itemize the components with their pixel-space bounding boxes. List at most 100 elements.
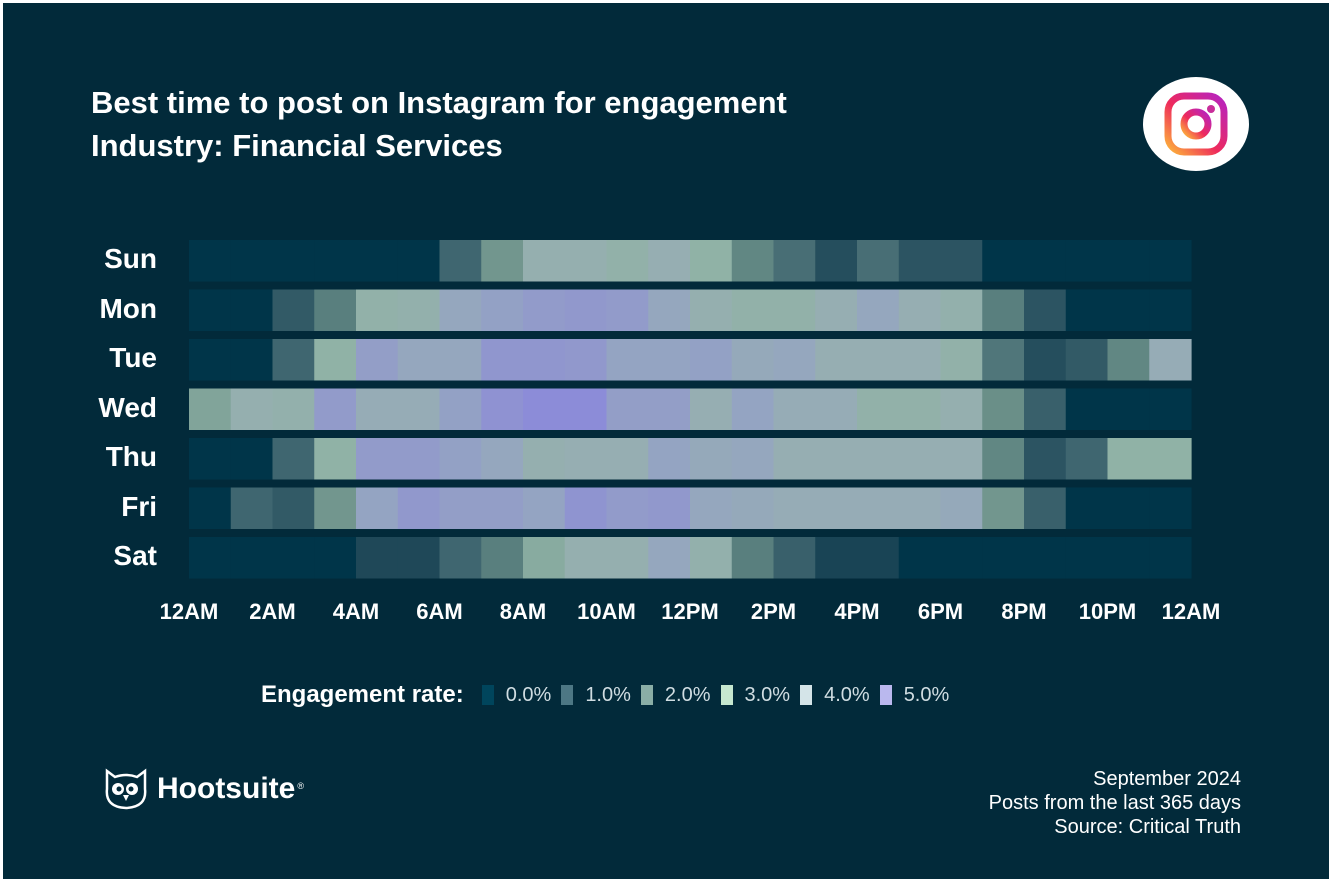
heatmap-cell-fri-4 [356, 487, 399, 529]
heatmap-cell-mon-0 [189, 289, 232, 331]
heatmap-cell-tue-8 [523, 339, 566, 381]
legend-swatch [800, 685, 813, 705]
heatmap-cell-fri-5 [397, 487, 441, 529]
heatmap-cell-wed-13 [731, 388, 775, 430]
heatmap-cell-tue-10 [606, 339, 649, 381]
heatmap-cell-sat-16 [857, 537, 900, 579]
heatmap-cell-mon-7 [481, 289, 524, 331]
heatmap-cell-tue-13 [731, 339, 775, 381]
heatmap-cell-mon-17 [898, 289, 942, 331]
heatmap-cell-mon-13 [731, 289, 775, 331]
heatmap-cell-thu-19 [982, 438, 1025, 480]
heatmap-cell-sat-7 [481, 537, 524, 579]
heatmap-cell-fri-12 [690, 487, 733, 529]
heatmap-cell-sat-2 [272, 537, 315, 579]
heatmap-cell-wed-5 [397, 388, 441, 430]
x-tick-label: 4AM [332, 599, 380, 624]
heatmap-cell-tue-3 [314, 339, 357, 381]
heatmap-cell-sun-11 [648, 240, 691, 282]
heatmap-cell-mon-2 [272, 289, 315, 331]
heatmap-cell-fri-23 [1149, 487, 1192, 529]
heatmap-cell-fri-1 [230, 487, 274, 529]
heatmap-cell-wed-21 [1065, 388, 1109, 430]
heatmap-cell-tue-4 [356, 339, 399, 381]
heatmap-cell-thu-15 [815, 438, 858, 480]
heatmap-cell-sat-9 [564, 537, 608, 579]
heatmap-cell-fri-14 [773, 487, 816, 529]
row-label-tue: Tue [109, 342, 157, 373]
heatmap-cell-thu-0 [189, 438, 232, 480]
heatmap-cell-thu-7 [481, 438, 524, 480]
heatmap-cell-mon-19 [982, 289, 1025, 331]
heatmap-cell-thu-20 [1024, 438, 1067, 480]
heatmap-cell-sun-12 [690, 240, 733, 282]
heatmap-cell-tue-12 [690, 339, 733, 381]
footer-period: Posts from the last 365 days [988, 792, 1241, 814]
legend-swatch [720, 685, 733, 705]
footer-date: September 2024 [1093, 768, 1241, 790]
heatmap-cell-thu-14 [773, 438, 816, 480]
heatmap-cell-tue-5 [397, 339, 441, 381]
heatmap-cell-sat-22 [1107, 537, 1150, 579]
heatmap-cell-tue-18 [940, 339, 983, 381]
heatmap-cell-thu-12 [690, 438, 733, 480]
heatmap-cell-sun-18 [940, 240, 983, 282]
x-tick-label: 12AM [159, 599, 219, 624]
owl-icon [105, 768, 147, 810]
heatmap-cell-fri-22 [1107, 487, 1150, 529]
heatmap-cell-fri-9 [564, 487, 608, 529]
heatmap-cell-wed-0 [189, 388, 232, 430]
legend-label: 3.0% [744, 683, 791, 706]
heatmap-cell-sun-0 [189, 240, 232, 282]
heatmap-cell-wed-7 [481, 388, 524, 430]
heatmap-cell-thu-16 [857, 438, 900, 480]
heatmap-cell-thu-21 [1065, 438, 1109, 480]
heatmap-cell-mon-14 [773, 289, 816, 331]
heatmap-cell-fri-13 [731, 487, 775, 529]
heatmap-cell-fri-2 [272, 487, 315, 529]
heatmap-cell-mon-5 [397, 289, 441, 331]
heatmap-cell-tue-20 [1024, 339, 1067, 381]
heatmap-cell-sun-17 [898, 240, 942, 282]
heatmap-cell-sat-11 [648, 537, 691, 579]
heatmap-cell-sun-4 [356, 240, 399, 282]
x-tick-label: 2AM [249, 599, 296, 624]
legend-label: 2.0% [664, 683, 711, 706]
heatmap-cell-mon-12 [690, 289, 733, 331]
heatmap-cell-mon-23 [1149, 289, 1192, 331]
heatmap-cell-thu-2 [272, 438, 315, 480]
heatmap-cell-sat-13 [731, 537, 775, 579]
heatmap-cell-tue-14 [773, 339, 816, 381]
heatmap-cell-sun-20 [1024, 240, 1067, 282]
legend-swatch [640, 685, 653, 705]
footer-source: Source: Critical Truth [1054, 816, 1241, 838]
heatmap-cell-tue-6 [439, 339, 482, 381]
heatmap-cell-sun-5 [397, 240, 441, 282]
heatmap-cell-wed-12 [690, 388, 733, 430]
heatmap-cell-wed-1 [230, 388, 274, 430]
instagram-icon [1143, 77, 1249, 171]
chart-subtitle: Industry: Financial Services [91, 128, 503, 163]
heatmap-cell-sat-17 [898, 537, 942, 579]
heatmap-cell-fri-6 [439, 487, 482, 529]
x-tick-label: 12PM [661, 599, 719, 624]
heatmap-cell-sun-19 [982, 240, 1025, 282]
heatmap-cell-sat-3 [314, 537, 357, 579]
heatmap-cell-sun-15 [815, 240, 858, 282]
heatmap-cell-sat-10 [606, 537, 649, 579]
heatmap-cell-fri-7 [481, 487, 524, 529]
heatmap-cell-mon-21 [1065, 289, 1109, 331]
legend-title: Engagement rate: [261, 681, 464, 708]
heatmap-cell-sat-8 [523, 537, 566, 579]
heatmap-cell-thu-9 [564, 438, 608, 480]
heatmap-cell-tue-1 [230, 339, 274, 381]
heatmap-cell-wed-23 [1149, 388, 1192, 430]
heatmap-cell-tue-0 [189, 339, 232, 381]
x-tick-label: 4PM [834, 599, 880, 624]
heatmap-cell-fri-16 [857, 487, 900, 529]
heatmap-cell-mon-10 [606, 289, 649, 331]
heatmap-cell-mon-3 [314, 289, 357, 331]
heatmap-cell-mon-18 [940, 289, 983, 331]
legend-label: 4.0% [824, 683, 870, 706]
row-label-sun: Sun [104, 243, 157, 274]
